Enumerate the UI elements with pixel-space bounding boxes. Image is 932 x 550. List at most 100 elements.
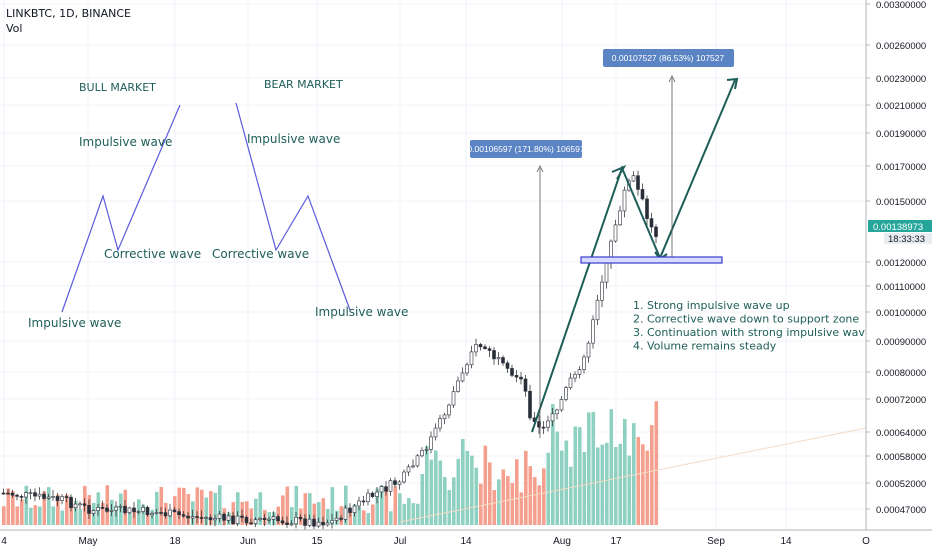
candle (465, 362, 469, 376)
volume-bar (627, 455, 632, 525)
candle (528, 384, 532, 421)
candle-body (51, 496, 55, 498)
volume-bar (74, 500, 78, 525)
volume-bar (573, 426, 578, 525)
candle (262, 513, 267, 527)
time-tick-label: 15 (311, 536, 323, 547)
candle-body (78, 503, 82, 506)
candle (127, 506, 132, 515)
candle-body (528, 390, 532, 419)
candle (483, 344, 487, 350)
candle (361, 495, 366, 506)
candle (487, 346, 492, 358)
candle-body (181, 514, 186, 517)
candle-body (199, 517, 204, 519)
candle (640, 183, 645, 201)
candle (51, 490, 55, 501)
candle-body (136, 511, 141, 513)
candle-body (564, 387, 568, 400)
volume-bar (384, 487, 389, 525)
volume-bar (128, 512, 132, 525)
volume-bar (182, 487, 186, 525)
time-tick-label: Jul (394, 536, 407, 547)
candle (375, 487, 379, 504)
arrow-head (611, 164, 627, 180)
candle-body (420, 449, 424, 457)
countdown-tag (884, 233, 932, 244)
candle-body (37, 493, 42, 497)
price-tick-label: 0.00190000 (876, 129, 926, 140)
volume-bar (609, 409, 614, 525)
candle (204, 516, 208, 526)
candle-body (519, 376, 523, 380)
volume-bar (371, 504, 375, 525)
candle-body (388, 480, 393, 492)
bull-market-label: BULL MARKET (79, 81, 156, 94)
volume-bar (623, 418, 627, 525)
candle-body (492, 350, 496, 360)
candle (474, 338, 478, 357)
candle-body (105, 507, 109, 512)
volume-bar (636, 436, 641, 525)
volume-bar (209, 491, 213, 525)
candle (46, 493, 51, 500)
volume-bar (447, 490, 452, 525)
volume-bar (285, 486, 290, 525)
volume-bar (402, 503, 407, 525)
candle (429, 431, 433, 454)
candle-body (582, 356, 586, 370)
candle (258, 517, 262, 522)
candle (87, 499, 91, 519)
price-tick-label: 0.00230000 (876, 74, 926, 85)
volume-bar (555, 431, 560, 525)
candle (442, 412, 447, 425)
volume-bar (56, 494, 60, 525)
candle (595, 294, 600, 326)
volume-bar (290, 507, 294, 525)
candle-body (555, 409, 559, 415)
candle (240, 509, 244, 522)
candle (199, 510, 204, 524)
candle-body (361, 500, 366, 503)
candle (510, 364, 514, 377)
candle (609, 239, 613, 269)
price-tick-label: 0.00120000 (876, 258, 926, 269)
candle (577, 366, 582, 379)
candle (10, 489, 15, 498)
bull-impulsive-label: Impulsive wave (79, 135, 172, 149)
candle (384, 481, 388, 496)
candle (402, 469, 406, 484)
candle (600, 275, 604, 308)
candle (222, 512, 226, 526)
volume-bar (443, 476, 447, 525)
candle (316, 517, 321, 528)
volume-bar (101, 502, 105, 525)
candle (339, 515, 343, 522)
bull-wave-line (61, 104, 181, 313)
price-tick-label: 0.00072000 (876, 395, 926, 406)
volume-bar (600, 444, 605, 525)
volume-bar (380, 485, 384, 525)
candlesticks (1, 170, 658, 532)
candle (69, 494, 73, 512)
volume-bar (551, 404, 555, 525)
candle (586, 340, 591, 363)
volume-bar (488, 462, 492, 525)
candle (253, 517, 258, 528)
candle (555, 408, 559, 420)
candle-body (244, 517, 249, 524)
candle-body (150, 513, 154, 516)
candle (348, 503, 352, 517)
candle-body (280, 520, 285, 524)
candle-body (33, 492, 37, 497)
note-line: 2. Corrective wave down to support zone (633, 313, 859, 326)
candle-body (600, 281, 604, 301)
candle-body (424, 449, 429, 451)
candle-body (118, 505, 123, 508)
candle (64, 493, 69, 503)
price-axis-bg (866, 0, 932, 530)
candle (60, 494, 64, 505)
candle (388, 477, 393, 496)
volume-bar (42, 491, 47, 525)
